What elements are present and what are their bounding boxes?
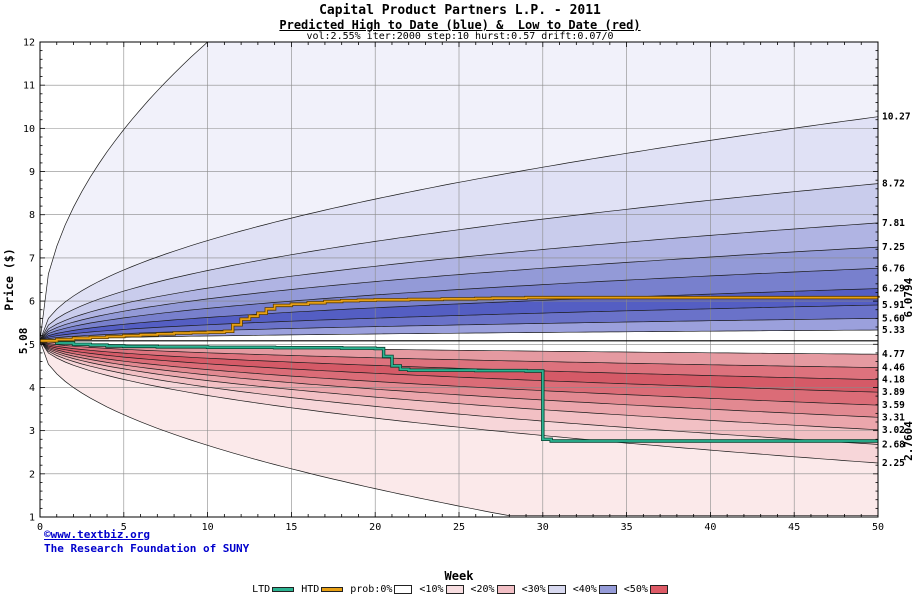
prob-band <box>40 340 878 430</box>
svg-text:9: 9 <box>29 167 35 178</box>
svg-text:12: 12 <box>23 38 35 49</box>
svg-text:4.18: 4.18 <box>882 375 905 386</box>
svg-text:6: 6 <box>29 297 35 308</box>
legend-label: <50% <box>623 584 648 595</box>
ltd-end-label: 2.7604 <box>902 421 915 461</box>
ltd-line <box>40 339 878 442</box>
svg-text:2.25: 2.25 <box>882 458 905 469</box>
svg-text:11: 11 <box>23 81 35 92</box>
chart-title: Capital Product Partners L.P. - 2011 <box>319 3 601 18</box>
svg-text:3.02: 3.02 <box>882 425 905 436</box>
svg-text:3.89: 3.89 <box>882 387 905 398</box>
legend-swatch <box>496 585 515 594</box>
svg-text:4.77: 4.77 <box>882 349 905 360</box>
svg-text:7.25: 7.25 <box>882 242 905 253</box>
legend-item-band: <40% <box>573 584 617 595</box>
chart-params: vol:2.55% iter:2000 step:10 hurst:0.57 d… <box>306 31 614 42</box>
legend-item-band: <50% <box>624 584 668 595</box>
legend-label: <10% <box>419 584 444 595</box>
htd-line <box>40 296 879 342</box>
legend-label: LTD <box>252 584 271 595</box>
band-boundary-curves <box>40 42 878 517</box>
svg-text:8: 8 <box>29 210 35 221</box>
prob-band <box>40 340 878 406</box>
legend-swatch <box>547 585 566 594</box>
legend-swatch <box>445 585 464 594</box>
gridlines <box>40 42 878 517</box>
legend-label: <40% <box>572 584 597 595</box>
legend-item-band: <10% <box>419 584 464 595</box>
svg-text:35: 35 <box>621 522 633 533</box>
start-price-label: 5.08 <box>17 328 30 355</box>
svg-text:5.60: 5.60 <box>882 313 905 324</box>
legend-item-band: <20% <box>471 584 515 595</box>
prob-band <box>40 340 878 418</box>
svg-text:0: 0 <box>37 522 43 533</box>
svg-text:15: 15 <box>285 522 297 533</box>
prob-band <box>40 42 878 341</box>
svg-text:50: 50 <box>872 522 884 533</box>
legend: LTD HTD prob:0% <10% <20% <30% <40% <50% <box>0 584 920 595</box>
legend-label: HTD <box>301 584 320 595</box>
svg-text:10: 10 <box>202 522 214 533</box>
x-axis-title: Week <box>444 569 474 583</box>
svg-text:4.46: 4.46 <box>882 363 905 374</box>
svg-text:30: 30 <box>537 522 549 533</box>
svg-text:4: 4 <box>29 383 35 394</box>
prob-band <box>40 247 878 341</box>
svg-text:25: 25 <box>453 522 465 533</box>
svg-text:6.29: 6.29 <box>882 284 905 295</box>
prob-band <box>40 340 878 463</box>
svg-text:3.31: 3.31 <box>882 412 905 423</box>
svg-text:1: 1 <box>29 513 35 524</box>
y-axis-title: Price ($) <box>2 248 16 310</box>
x-tick-labels: 0 5 10 15 20 25 30 35 40 45 50 <box>37 522 884 533</box>
svg-text:10: 10 <box>23 124 35 135</box>
legend-swatch <box>394 585 413 594</box>
legend-label: <30% <box>521 584 546 595</box>
legend-item-ltd: LTD <box>252 584 295 595</box>
prob-band <box>40 222 878 341</box>
legend-swatch <box>272 587 295 592</box>
prob-band <box>40 183 878 341</box>
svg-text:5.91: 5.91 <box>882 300 905 311</box>
legend-swatch <box>598 585 617 594</box>
svg-text:6.76: 6.76 <box>882 263 905 274</box>
svg-text:2: 2 <box>29 469 35 480</box>
svg-text:20: 20 <box>369 522 381 533</box>
svg-text:8.72: 8.72 <box>882 179 905 190</box>
svg-text:3.59: 3.59 <box>882 400 905 411</box>
axis-ticks <box>39 41 879 518</box>
svg-text:5: 5 <box>121 522 127 533</box>
svg-text:45: 45 <box>788 522 800 533</box>
legend-swatch <box>321 587 344 592</box>
legend-label: prob:0% <box>350 584 393 595</box>
prob-band <box>40 268 878 341</box>
band-end-labels: 10.27 8.72 7.81 7.25 6.76 6.29 5.91 5.605.33 4.7… <box>882 112 911 469</box>
svg-text:5.33: 5.33 <box>882 325 905 336</box>
htd-end-label: 6.0794 <box>902 277 915 317</box>
prob-band <box>40 340 878 445</box>
svg-text:3: 3 <box>29 426 35 437</box>
legend-swatch <box>649 585 668 594</box>
svg-text:7: 7 <box>29 253 35 264</box>
svg-text:10.27: 10.27 <box>882 112 911 123</box>
svg-text:2.68: 2.68 <box>882 439 905 450</box>
legend-label: <20% <box>470 584 495 595</box>
svg-text:40: 40 <box>704 522 716 533</box>
svg-text:7.81: 7.81 <box>882 218 905 229</box>
legend-item-band: <30% <box>522 584 566 595</box>
legend-item-band: prob:0% <box>350 584 413 595</box>
watermark-org: The Research Foundation of SUNY <box>44 542 250 555</box>
watermark-link[interactable]: ©www.textbiz.org <box>44 528 150 541</box>
prob-band <box>40 340 878 393</box>
legend-item-htd: HTD <box>301 584 344 595</box>
svg-text:5: 5 <box>29 340 35 351</box>
chart-subtitle: Predicted High to Date (blue) & Low to D… <box>279 18 641 32</box>
